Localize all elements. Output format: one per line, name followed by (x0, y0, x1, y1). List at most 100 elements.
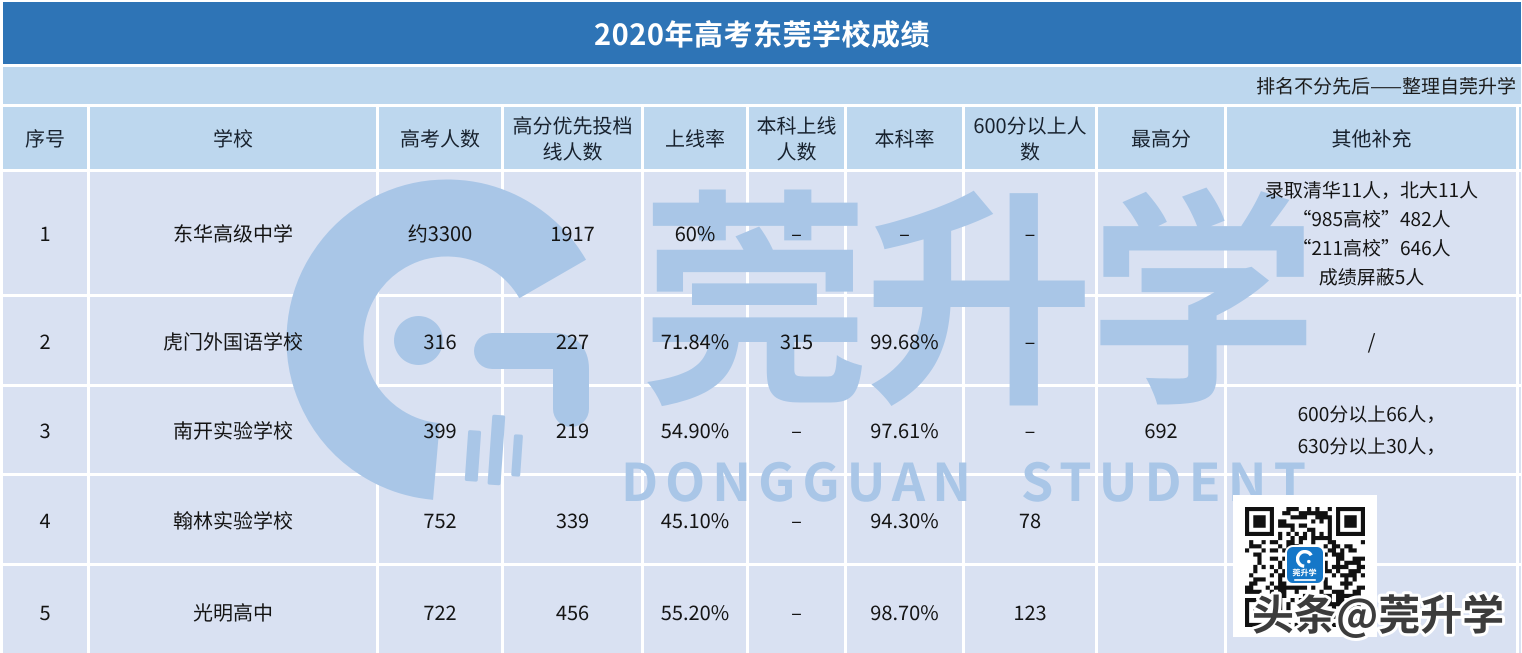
cell-value: – (791, 415, 802, 444)
cell-value: 2 (39, 325, 51, 355)
cell-candidates: 399 (379, 387, 501, 473)
cell-top-score (1098, 566, 1224, 653)
col-header-label: 本科上线人数 (756, 110, 837, 165)
cell-top-score (1098, 172, 1224, 294)
extra-note-line: / (1367, 325, 1376, 355)
cell-above-600: 78 (965, 476, 1095, 563)
col-header-clipped (1519, 107, 1521, 169)
cell-value: 722 (423, 597, 457, 626)
cell-top-score: 692 (1098, 387, 1224, 473)
qr-logo-ring-icon (1296, 550, 1313, 568)
col-header-1: 学校 (90, 107, 376, 169)
cell-value: – (791, 504, 802, 534)
cell-value: – (899, 218, 910, 247)
cell-value: – (1024, 325, 1036, 355)
cell-clipped (1519, 566, 1521, 653)
cell-value: 316 (423, 325, 457, 355)
cell-school: 光明高中 (90, 566, 376, 653)
cell-school: 翰林实验学校 (90, 476, 376, 563)
qr-logo-subline (1294, 579, 1316, 581)
cell-value: 123 (1013, 597, 1047, 626)
cell-value: 94.30% (870, 504, 939, 534)
cell-above-600: – (965, 172, 1095, 294)
cell-serial: 2 (3, 297, 87, 384)
cell-value: / (1367, 325, 1376, 355)
cell-undergrad-online: 315 (749, 297, 844, 384)
col-header-3: 高分优先投档线人数 (504, 107, 641, 169)
cell-candidates: 316 (379, 297, 501, 384)
cell-online-rate: 55.20% (644, 566, 746, 653)
cell-value: 60% (674, 218, 716, 247)
cell-candidates: 约3300 (379, 172, 501, 294)
cell-online-rate: 54.90% (644, 387, 746, 473)
cell-value: 45.10% (660, 504, 730, 534)
cell-value: 55.20% (660, 597, 730, 626)
cell-above-600: 123 (965, 566, 1095, 653)
cell-value: 翰林实验学校 (173, 504, 293, 534)
cell-value: 5 (39, 597, 51, 626)
cell-value: 54.90% (660, 415, 730, 444)
cell-value: 99.68% (870, 325, 939, 355)
cell-above-600: – (965, 387, 1095, 473)
col-header-label: 600分以上人数 (973, 110, 1087, 165)
cell-value: 南开实验学校 (173, 415, 293, 444)
cell-undergrad-online: – (749, 387, 844, 473)
cell-undergrad-rate: 99.68% (847, 297, 962, 384)
extra-note-line: 630分以上30人， (1297, 432, 1446, 459)
cell-top-score (1098, 297, 1224, 384)
cell-value: 97.61% (870, 415, 939, 444)
cell-extra-notes: / (1227, 297, 1516, 384)
cell-clipped (1519, 172, 1521, 294)
col-header-label: 最高分 (1131, 123, 1191, 152)
cell-value: 219 (555, 415, 590, 444)
cell-school: 东华高级中学 (90, 172, 376, 294)
qr-logo-text: 莞升学 (1292, 566, 1318, 579)
cell-value: 752 (423, 504, 457, 534)
cell-value: 虎门外国语学校 (163, 325, 303, 355)
cell-clipped (1519, 387, 1521, 473)
qr-code: 莞升学 (1233, 495, 1377, 637)
cell-priority-line: 227 (504, 297, 641, 384)
col-header-label: 上线率 (665, 123, 725, 152)
cell-value: 71.84% (660, 325, 730, 355)
table-subtitle: 排名不分先后——整理自莞升学 (3, 67, 1521, 104)
cell-value: 399 (423, 415, 457, 444)
byline-watermark: 头条@莞升学 (1252, 580, 1507, 646)
cell-extra-notes: 600分以上66人， 630分以上30人， (1227, 387, 1516, 473)
cell-online-rate: 60% (644, 172, 746, 294)
cell-undergrad-rate: 98.70% (847, 566, 962, 653)
table-title: 2020年高考东莞学校成绩 (3, 2, 1521, 64)
col-header-0: 序号 (3, 107, 87, 169)
cell-priority-line: 1917 (504, 172, 641, 294)
cell-value: – (1024, 218, 1036, 247)
cell-value: 456 (555, 597, 590, 626)
cell-value: – (791, 218, 802, 247)
cell-candidates: 752 (379, 476, 501, 563)
cell-above-600: – (965, 297, 1095, 384)
col-header-label: 学校 (213, 123, 253, 152)
cell-serial: 4 (3, 476, 87, 563)
cell-value: 约3300 (407, 218, 473, 247)
cell-online-rate: 71.84% (644, 297, 746, 384)
col-header-6: 本科率 (847, 107, 962, 169)
cell-priority-line: 339 (504, 476, 641, 563)
cell-school: 南开实验学校 (90, 387, 376, 473)
col-header-2: 高考人数 (379, 107, 501, 169)
cell-serial: 3 (3, 387, 87, 473)
cell-undergrad-online: – (749, 172, 844, 294)
cell-value: 600分以上66人， 630分以上30人， (1298, 398, 1446, 462)
byline-watermark-text: 头条@莞升学 (1252, 582, 1504, 643)
extra-note-line: 600分以上66人， (1297, 400, 1446, 427)
cell-value: 东华高级中学 (173, 218, 293, 247)
extra-note-line: “985高校”482人 (1292, 205, 1451, 232)
cell-value: 315 (779, 325, 814, 355)
cell-value: 1 (39, 218, 51, 247)
cell-value: 78 (1018, 504, 1042, 534)
cell-clipped (1519, 297, 1521, 384)
col-header-label: 其他补充 (1331, 123, 1412, 152)
cell-top-score (1098, 476, 1224, 563)
col-header-7: 600分以上人数 (965, 107, 1095, 169)
col-header-label: 高考人数 (400, 123, 480, 152)
cell-value: 1917 (550, 218, 595, 247)
